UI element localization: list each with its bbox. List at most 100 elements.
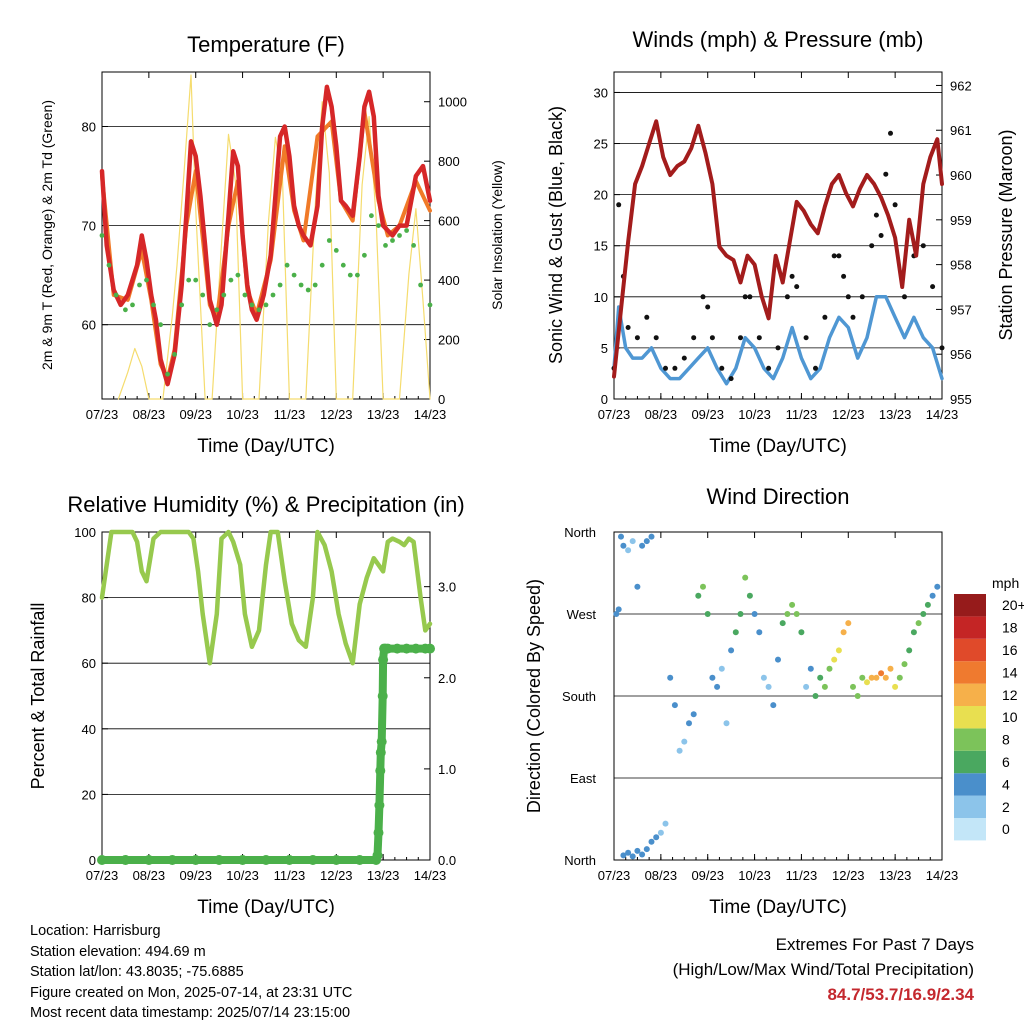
point-wind-direction (784, 611, 791, 617)
point-wind-direction (906, 647, 913, 654)
colorbar-swatch (954, 638, 986, 662)
point-gust (920, 243, 926, 249)
x-axis-label: Time (Day/UTC) (197, 436, 335, 457)
series-solar-insolation (117, 74, 431, 400)
point-wind-direction (868, 674, 875, 681)
point-gust (841, 273, 847, 279)
point-wind-direction (728, 647, 735, 654)
colorbar-swatch (954, 683, 986, 706)
point-precipitation (373, 827, 384, 838)
x-tick-label: 14/23 (926, 407, 959, 422)
x-tick-label: 12/23 (320, 868, 353, 883)
point-wind-direction (934, 583, 941, 590)
y2-tick-label: 958 (950, 258, 972, 273)
point-wind-direction (629, 853, 636, 860)
point-2m-dewpoint (277, 282, 283, 288)
point-wind-direction (798, 629, 805, 636)
point-precipitation (261, 855, 271, 865)
point-2m-dewpoint (144, 277, 149, 283)
colorbar-label: 12 (1002, 687, 1018, 703)
point-wind-direction (859, 674, 866, 681)
point-precipitation (284, 855, 295, 865)
point-wind-direction (625, 547, 632, 554)
point-precipitation (392, 643, 403, 654)
colorbar-label: 14 (1002, 664, 1018, 680)
colorbar-label: 20+ (1002, 597, 1024, 613)
point-precipitation (377, 691, 388, 701)
point-wind-direction (653, 834, 660, 841)
point-gust (845, 294, 851, 300)
point-wind-direction (882, 674, 889, 681)
point-2m-dewpoint (291, 272, 297, 278)
point-wind-direction (723, 720, 730, 727)
point-wind-direction (765, 683, 772, 690)
x-tick-label: 09/23 (179, 868, 212, 883)
x-tick-label: 07/23 (86, 868, 119, 883)
point-wind-direction (845, 620, 852, 627)
point-gust (663, 365, 668, 371)
point-gust (803, 335, 809, 341)
point-gust (888, 130, 893, 136)
point-gust (850, 314, 856, 320)
y-tick-label: 60 (82, 318, 96, 333)
point-precipitation (167, 855, 178, 865)
x-tick-label: 12/23 (832, 407, 865, 422)
x-axis-label: Time (Day/UTC) (709, 436, 847, 457)
point-precipitation (374, 800, 385, 811)
point-wind-direction (718, 665, 725, 672)
point-2m-dewpoint (186, 277, 192, 283)
point-2m-dewpoint (249, 302, 255, 308)
point-wind-direction (737, 611, 744, 617)
y-axis-label-left: Sonic Wind & Gust (Blue, Black) (546, 106, 566, 364)
station-elevation: Station elevation: 494.69 m (30, 943, 206, 960)
point-2m-dewpoint (312, 282, 318, 288)
point-precipitation (376, 736, 387, 747)
point-wind-direction (915, 620, 922, 627)
extremes-box: Extremes For Past 7 Days (High/Low/Max W… (673, 932, 974, 1007)
point-wind-direction (840, 629, 847, 636)
point-wind-direction (620, 852, 627, 859)
x-tick-label: 09/23 (691, 407, 724, 422)
point-wind-direction (690, 711, 697, 718)
point-wind-direction (676, 747, 683, 754)
point-gust (930, 284, 936, 290)
colorbar-swatch (954, 728, 986, 751)
y-tick-label: North (564, 525, 596, 540)
point-gust (859, 294, 865, 300)
point-wind-direction (779, 620, 786, 627)
point-gust (634, 335, 640, 341)
point-wind-direction (854, 693, 861, 699)
colorbar-swatch (954, 773, 986, 796)
y-tick-label: 10 (594, 290, 608, 305)
x-tick-label: 10/23 (226, 868, 259, 883)
point-2m-dewpoint (383, 243, 388, 248)
y-axis-label-right: Solar Insolation (Yellow) (489, 160, 505, 310)
colorbar-label: 2 (1002, 799, 1010, 815)
point-wind-direction (920, 611, 927, 617)
x-tick-label: 13/23 (879, 407, 912, 422)
point-gust (653, 335, 659, 341)
point-wind-direction (613, 611, 620, 617)
point-wind-direction (760, 674, 767, 681)
point-gust (873, 212, 879, 218)
figure-created: Figure created on Mon, 2025-07-14, at 23… (30, 984, 353, 1001)
point-2m-dewpoint (214, 307, 220, 313)
point-2m-dewpoint (200, 292, 206, 298)
point-gust (709, 335, 715, 341)
x-axis-label: Time (Day/UTC) (709, 897, 847, 918)
point-gust (756, 335, 762, 341)
point-2m-dewpoint (362, 252, 367, 258)
point-wind-direction (873, 674, 880, 681)
point-2m-dewpoint (151, 302, 156, 308)
point-2m-dewpoint (270, 292, 276, 298)
point-wind-direction (892, 683, 899, 690)
point-precipitation (375, 765, 386, 776)
x-tick-label: 11/23 (274, 407, 306, 422)
y-tick-label: 40 (82, 722, 96, 737)
point-gust (794, 284, 800, 290)
point-wind-direction (812, 693, 819, 699)
point-gust (892, 202, 898, 208)
speed-colorbar: mph 0 2 4 6 8 10 12 14 16 18 20+ (954, 575, 1024, 841)
point-wind-direction (648, 533, 655, 540)
point-wind-direction (817, 674, 824, 681)
